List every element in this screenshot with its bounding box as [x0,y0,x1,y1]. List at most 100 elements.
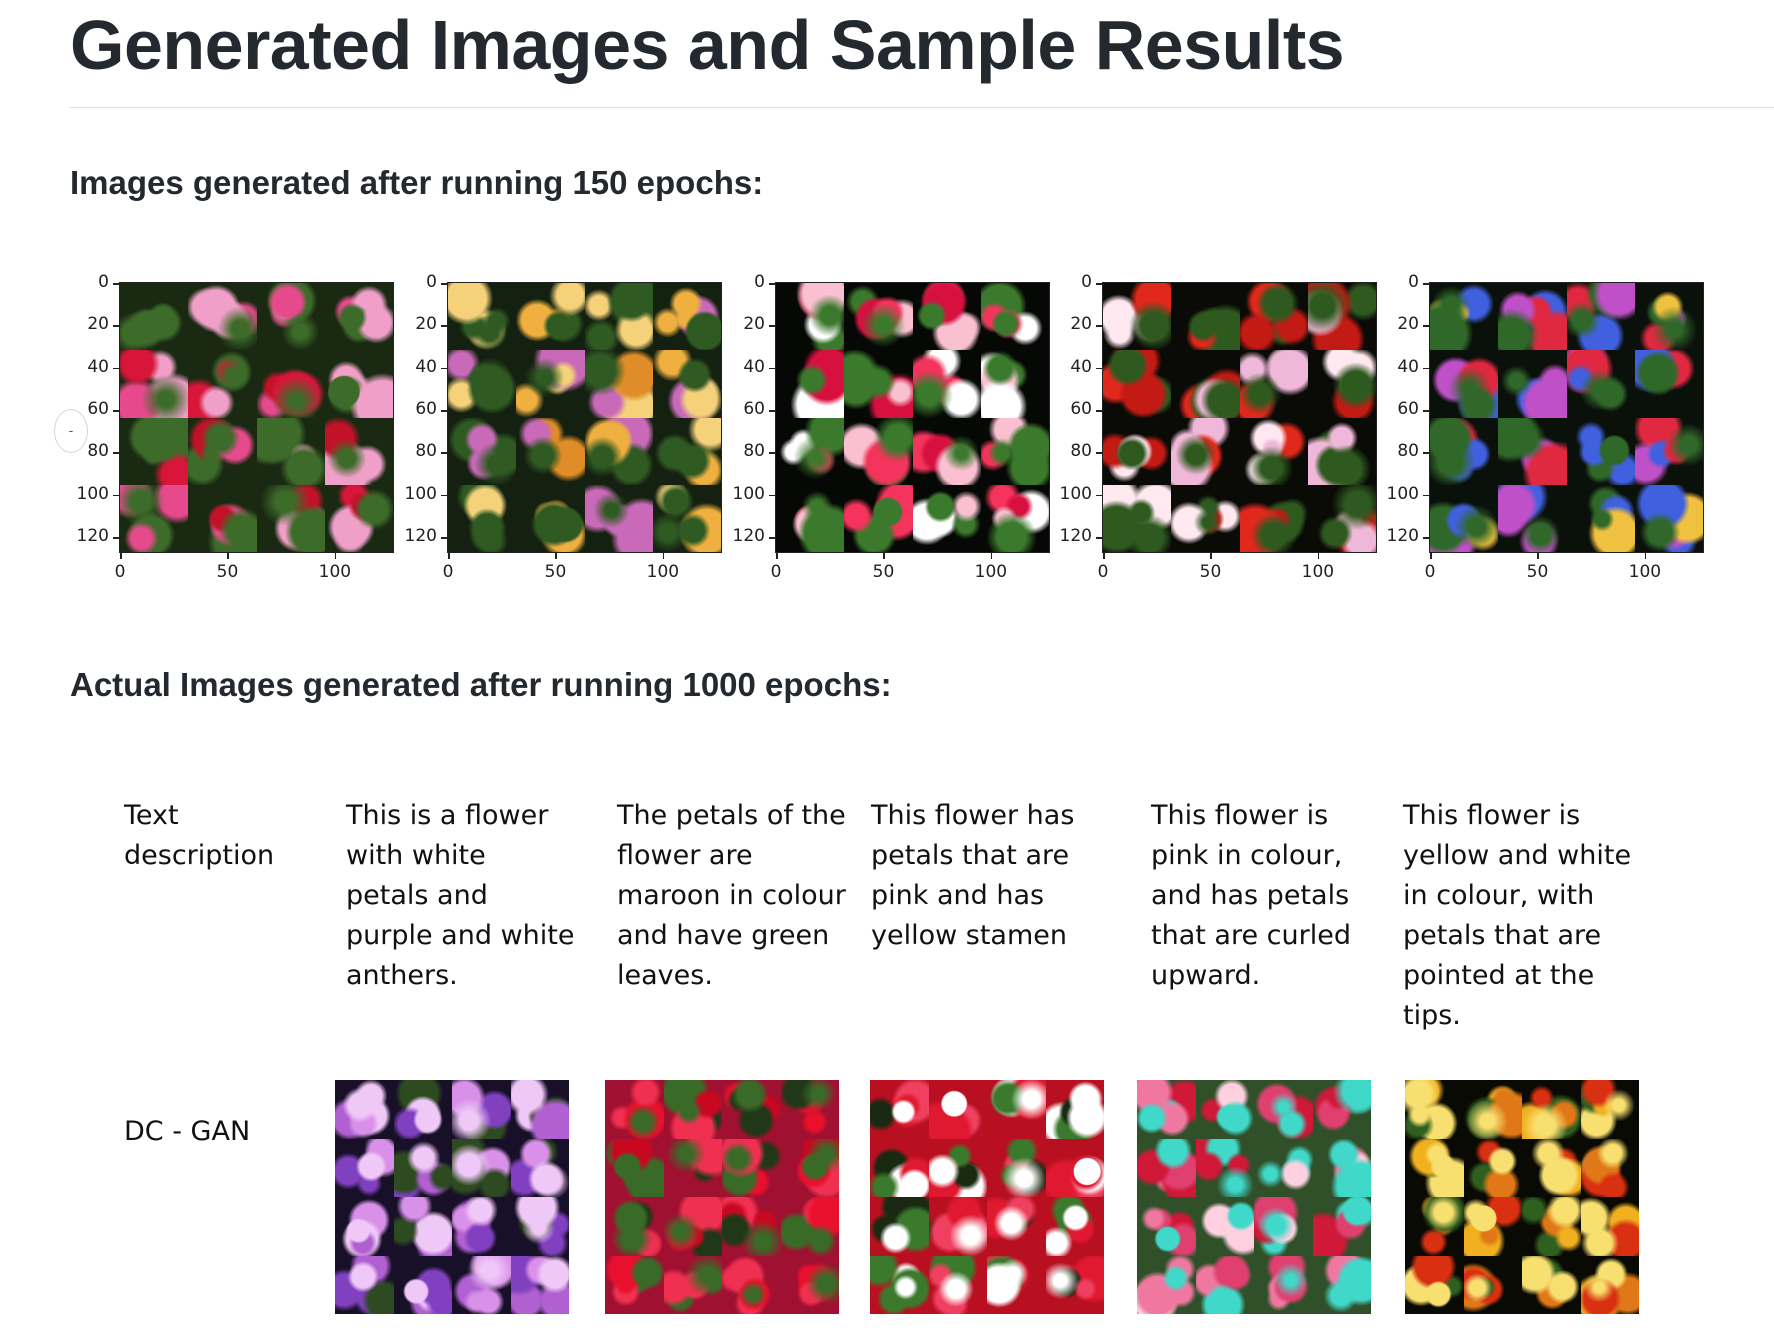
plot-5-cell [1566,417,1635,485]
plot-3-cell [912,350,981,418]
y-tick-label: 20 [87,314,109,335]
plot-3-cell [980,484,1049,552]
description-cell-5: This flower is yellow and white in colou… [1403,800,1632,1031]
dcgan-image-1-cell [335,1197,394,1256]
dcgan-image-4-cell [1137,1255,1196,1314]
dcgan-image-5-cell [1463,1197,1522,1256]
dcgan-image-1-cell [393,1255,452,1314]
dcgan-image-3-cell [1045,1255,1104,1314]
plot-1-grid [120,283,393,552]
x-tick-mark [883,553,885,559]
plot-3-cell [776,417,845,485]
dcgan-image-1-cell [452,1197,511,1256]
y-tick-mark [441,367,447,370]
y-tick-mark [1423,410,1429,412]
dcgan-image-2-grid [605,1080,839,1314]
dcgan-image-2-cell [663,1138,722,1197]
description-cell-3: This flower has petals that are pink and… [871,800,1075,951]
dcgan-image-1-grid [335,1080,569,1314]
description-cell-4: This flower is pink in colour, and has p… [1151,800,1351,991]
dcgan-image-5-cell [1580,1197,1639,1256]
dcgan-image-3-cell [987,1080,1046,1139]
dcgan-image-2-cell [605,1138,664,1197]
plot-2-cell [516,417,585,485]
plot-5-cell [1430,350,1499,418]
dcgan-image-2-cell [780,1197,839,1256]
dcgan-image-3-cell [987,1197,1046,1256]
row-label-text-description: Text description [124,800,275,871]
row-label-dc-gan: DC - GAN [124,1116,251,1147]
y-tick-mark [769,494,775,497]
dcgan-image-1 [335,1080,569,1314]
dcgan-image-5-cell [1463,1138,1522,1197]
plot-1-cell [324,417,393,485]
x-tick-mark [1644,553,1647,559]
y-tick-mark [769,537,775,539]
plot-3-cell [912,283,981,351]
plot-4: 0 20 40 60 80 100 120 0 50 100 [1051,270,1381,590]
plot-5-grid [1430,283,1703,552]
dcgan-image-5-cell [1522,1255,1581,1314]
x-tick-label: 100 [1628,562,1662,582]
y-tick-mark [441,494,447,497]
plot-3-cell [844,350,913,418]
x-tick-mark [334,553,337,559]
y-tick-label: 40 [743,356,765,377]
plot-1-image [119,282,394,553]
dcgan-image-1-cell [452,1138,511,1197]
y-tick-mark [1096,494,1102,497]
plot-1-cell [120,283,189,351]
plot-5-cell [1498,350,1567,418]
dcgan-image-5-cell [1463,1255,1522,1314]
y-tick-label: 60 [1070,399,1092,420]
plot-5-cell [1498,484,1567,552]
plot-2-cell [584,484,653,552]
dcgan-image-4-cell [1195,1197,1254,1256]
plot-2-cell [652,417,721,485]
plot-5-cell [1498,283,1567,351]
dcgan-image-2-cell [605,1080,664,1139]
y-tick-mark [441,283,447,285]
dcgan-image-5-cell [1522,1080,1581,1139]
scroll-marker-icon[interactable]: - [54,409,88,453]
plot-2-cell [448,417,517,485]
plot-4-grid [1103,283,1376,552]
dcgan-image-4 [1137,1080,1371,1314]
plot-5: 0 20 40 60 80 100 120 0 50 100 [1378,270,1708,590]
y-tick-mark [441,452,447,454]
plot-3-cell [776,283,845,351]
y-tick-mark [1423,367,1429,370]
plot-3-cell [844,484,913,552]
plot-1-cell [324,350,393,418]
y-tick-label: 100 [732,483,765,504]
plot-5-cell [1566,350,1635,418]
plot-1-cell [188,484,257,552]
dcgan-image-1-cell [393,1197,452,1256]
y-tick-label: 60 [1397,399,1419,420]
y-tick-label: 60 [415,399,437,420]
y-tick-label: 100 [404,483,437,504]
x-tick-mark [227,553,229,559]
dcgan-image-5-cell [1405,1197,1464,1256]
plot-3-cell [980,283,1049,351]
dcgan-image-5-cell [1463,1080,1522,1139]
dcgan-image-5-cell [1405,1138,1464,1197]
dcgan-image-1-cell [335,1138,394,1197]
y-tick-label: 40 [1070,356,1092,377]
dcgan-image-3-cell [870,1080,929,1139]
plot-5-cell [1634,350,1703,418]
plot-5-cell [1566,484,1635,552]
y-tick-mark [113,410,119,412]
x-tick-mark [1317,553,1320,559]
plot-2-grid [448,283,721,552]
y-tick-label: 40 [87,356,109,377]
y-tick-mark [1423,452,1429,454]
dcgan-image-1-cell [510,1197,569,1256]
x-tick-label: 100 [974,562,1008,582]
plot-1-cell [256,417,325,485]
y-tick-label: 120 [1386,526,1419,547]
plot-4-cell [1103,484,1172,552]
dcgan-image-2-cell [780,1080,839,1139]
y-tick-mark [769,452,775,454]
plot-2-cell [652,350,721,418]
